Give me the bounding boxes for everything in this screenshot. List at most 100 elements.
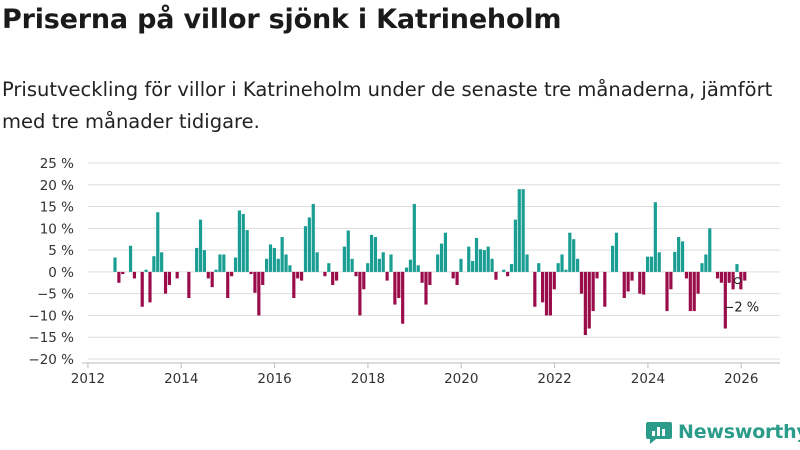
y-tick-label: 25 % — [40, 156, 74, 172]
bar — [377, 258, 381, 272]
brand-name: Newsworthy — [678, 421, 800, 443]
bar — [381, 252, 385, 272]
bar — [626, 271, 630, 292]
bar — [443, 232, 448, 272]
bar — [265, 258, 269, 272]
bar — [490, 258, 494, 272]
bar — [276, 258, 280, 272]
bar — [630, 271, 634, 281]
bar — [222, 254, 226, 272]
bar — [474, 237, 479, 272]
bar — [743, 271, 747, 281]
y-tick-label: 10 % — [40, 221, 74, 237]
bars — [113, 189, 747, 336]
bar — [649, 256, 654, 272]
bar — [323, 271, 327, 277]
x-tick-label: 2018 — [351, 371, 385, 387]
bar — [214, 269, 218, 272]
bar — [284, 254, 288, 272]
bar — [315, 252, 319, 272]
bar — [132, 271, 137, 279]
bar — [436, 254, 440, 272]
bar — [401, 271, 405, 324]
bar — [669, 271, 673, 290]
x-tick-label: 2024 — [631, 371, 665, 387]
y-tick-label: 15 % — [40, 200, 74, 216]
bar — [342, 246, 346, 272]
bar — [509, 264, 514, 272]
bar — [579, 271, 584, 294]
bar — [645, 256, 650, 272]
bar — [296, 271, 300, 279]
bar — [583, 271, 587, 336]
bar — [249, 271, 253, 275]
bar — [175, 271, 179, 279]
bar — [354, 271, 358, 277]
bar — [459, 258, 463, 272]
y-tick-label: −10 % — [28, 308, 74, 324]
x-tick-label: 2016 — [257, 371, 291, 387]
x-tick-label: 2014 — [164, 371, 198, 387]
bar — [657, 252, 661, 272]
bar — [544, 271, 549, 316]
bar — [653, 202, 657, 272]
y-tick-label: 0 % — [48, 265, 74, 281]
bar — [140, 271, 144, 307]
bar — [719, 271, 724, 283]
annotations: −2 % — [724, 277, 759, 316]
axes: 25 % 20 % 15 % 10 % 5 % 0 % −5 % −10 % −15 % −20 … — [28, 156, 780, 387]
bar — [517, 189, 521, 272]
bar — [300, 271, 304, 281]
bar — [152, 256, 156, 272]
bar — [541, 271, 545, 303]
bar — [288, 265, 292, 272]
bar — [696, 271, 700, 294]
bar — [525, 254, 529, 272]
bar — [366, 263, 370, 272]
bar — [591, 271, 595, 312]
bar — [230, 271, 234, 277]
bar — [502, 269, 506, 272]
bar — [369, 234, 374, 272]
bar — [187, 271, 191, 299]
bar — [576, 258, 580, 272]
x-tick-label: 2020 — [444, 371, 478, 387]
bar — [564, 269, 568, 272]
bar — [552, 271, 556, 290]
bar — [665, 271, 669, 312]
bar — [587, 271, 591, 329]
bar — [303, 226, 308, 272]
bar — [560, 254, 564, 272]
bar — [684, 271, 689, 279]
bar — [572, 239, 576, 272]
bar — [148, 271, 152, 303]
y-tick-label: 20 % — [40, 178, 74, 194]
bar — [622, 271, 626, 299]
bar — [307, 217, 311, 272]
bar — [610, 245, 615, 272]
bar — [272, 247, 276, 272]
bar — [373, 237, 378, 272]
bar — [350, 258, 354, 272]
bar — [245, 230, 249, 272]
bar — [700, 263, 704, 272]
bar — [412, 203, 416, 272]
bar — [708, 228, 712, 272]
bar — [280, 237, 284, 272]
bar — [233, 257, 238, 272]
bar — [346, 230, 350, 272]
y-tick-label: −15 % — [28, 330, 74, 346]
chart-subtitle: Prisutveckling för villor i Katrineholm … — [2, 78, 773, 133]
x-tick-label: 2012 — [71, 371, 105, 387]
bar — [113, 257, 117, 272]
bar — [163, 271, 168, 294]
bar — [614, 232, 619, 272]
bar — [218, 254, 222, 272]
bar — [268, 244, 273, 272]
bar — [727, 271, 731, 283]
bar — [677, 237, 681, 272]
bar — [416, 265, 420, 272]
bar — [202, 250, 206, 272]
bar — [513, 219, 517, 272]
bar — [451, 271, 455, 279]
